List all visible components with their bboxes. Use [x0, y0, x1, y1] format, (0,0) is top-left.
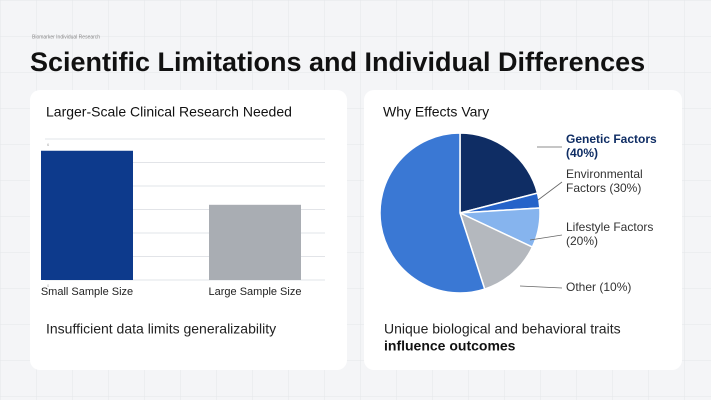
y-tick-label: 0: [47, 283, 50, 288]
y-tick-label: 6: [47, 142, 50, 147]
slide-title: Scientific Limitations and Individual Di…: [30, 47, 645, 77]
annotation: (40%): [566, 146, 598, 160]
caption: Unique biological and behavioral traits: [384, 321, 621, 337]
leader-line: [519, 285, 563, 289]
pie-slice: [458, 211, 534, 291]
annotation: Other (10%): [566, 280, 631, 294]
leader-line: [537, 181, 563, 201]
annotation: (20%): [566, 234, 598, 248]
bar: [41, 150, 133, 280]
bar: [209, 204, 301, 280]
x-tick-label: Large Sample Size: [209, 286, 302, 298]
pie-slice: [379, 132, 486, 294]
annotation: Factors (30%): [566, 181, 641, 195]
caption: Insufficient data limits generalizabilit…: [46, 321, 276, 337]
x-tick-label: Small Sample Size: [41, 286, 133, 298]
caption: influence outcomes: [384, 338, 516, 354]
pie-slice: [459, 132, 539, 214]
card-title: Larger-Scale Clinical Research Needed: [46, 104, 292, 120]
annotation: Lifestyle Factors: [566, 220, 653, 234]
eyebrow: Biomarker Individual Research: [32, 34, 100, 40]
card-title: Why Effects Vary: [383, 104, 489, 120]
annotation: Genetic Factors: [566, 132, 657, 146]
leader-line: [529, 234, 563, 241]
annotation: Environmental: [566, 167, 643, 181]
